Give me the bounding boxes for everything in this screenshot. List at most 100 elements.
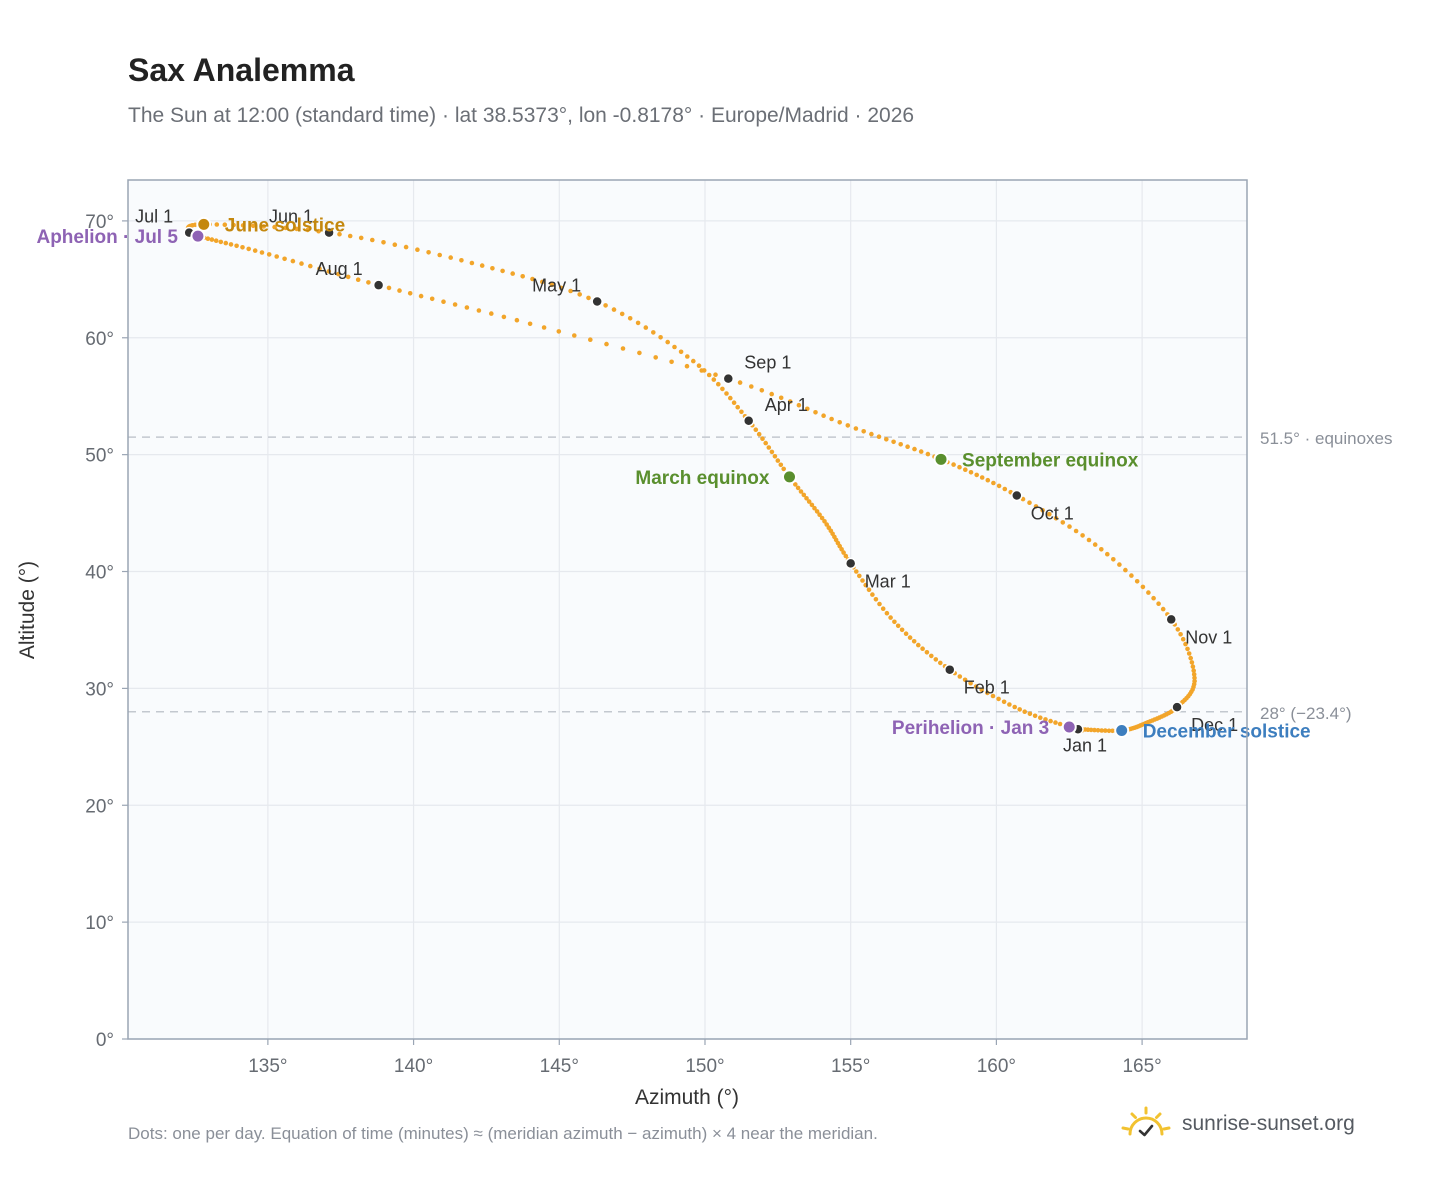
special-point-label: December solstice xyxy=(1143,721,1311,742)
day-dot xyxy=(337,231,342,237)
month-dot xyxy=(722,372,735,385)
x-tick-label: 135° xyxy=(248,1056,287,1077)
day-dot xyxy=(1188,655,1193,661)
day-dot xyxy=(1186,651,1192,656)
day-dot xyxy=(724,391,729,396)
day-dot xyxy=(452,302,458,307)
day-dot xyxy=(685,354,690,359)
day-dot xyxy=(857,573,862,579)
day-dot xyxy=(1191,668,1196,673)
day-dot xyxy=(853,426,859,431)
month-label: Jul 1 xyxy=(135,207,173,227)
day-dot xyxy=(1001,699,1007,705)
day-dot xyxy=(991,480,996,486)
day-dot xyxy=(514,317,520,323)
day-dot xyxy=(756,431,762,437)
brand-logo[interactable]: sunrise-sunset.org xyxy=(1120,1104,1355,1144)
day-dot xyxy=(1048,718,1053,724)
day-dot xyxy=(397,288,402,293)
x-tick-label: 150° xyxy=(685,1056,724,1077)
day-dot xyxy=(572,333,577,338)
day-dot xyxy=(821,413,826,419)
day-dot xyxy=(968,470,974,475)
day-dot xyxy=(209,237,215,242)
day-dot xyxy=(1033,504,1039,509)
day-dot xyxy=(769,449,775,455)
day-dot xyxy=(968,680,973,686)
special-point-label: Perihelion · Jan 3 xyxy=(892,718,1049,739)
day-dot xyxy=(837,420,842,425)
day-dot xyxy=(619,311,625,317)
day-dot xyxy=(804,496,809,501)
day-dot xyxy=(223,240,229,246)
day-dot xyxy=(753,427,759,433)
day-dot xyxy=(459,258,464,263)
month-dot xyxy=(742,415,755,427)
reference-line-label: 28° (−23.4°) xyxy=(1260,704,1352,723)
day-dot xyxy=(1156,601,1161,606)
day-dot xyxy=(1117,562,1122,567)
day-dot xyxy=(540,279,545,285)
day-dot xyxy=(1183,641,1188,647)
day-dot xyxy=(1103,728,1108,733)
day-dot xyxy=(866,587,872,593)
day-dot xyxy=(735,404,740,410)
day-dot xyxy=(841,550,846,555)
day-dot xyxy=(541,325,547,330)
day-dot xyxy=(1053,516,1059,521)
day-dot xyxy=(822,519,827,524)
day-dot xyxy=(426,250,431,255)
day-dot xyxy=(1017,707,1022,712)
day-dot xyxy=(805,406,810,412)
day-dot xyxy=(246,246,251,252)
day-dot xyxy=(870,592,875,597)
month-dot xyxy=(844,557,857,570)
day-dot xyxy=(218,239,224,245)
x-tick-label: 140° xyxy=(394,1056,433,1077)
day-dot xyxy=(876,434,882,440)
day-dot xyxy=(1038,715,1043,720)
x-axis-label: Azimuth (°) xyxy=(635,1086,739,1109)
day-dot xyxy=(305,227,311,233)
sun-check-icon xyxy=(1121,1106,1171,1137)
month-label: Jan 1 xyxy=(1063,735,1107,755)
day-dot xyxy=(898,442,903,447)
day-dot xyxy=(672,344,677,350)
day-dot xyxy=(290,258,296,264)
day-dot xyxy=(716,381,721,387)
chart-title: Sax Analemma xyxy=(128,52,355,88)
day-dot xyxy=(933,657,939,662)
y-tick-label: 30° xyxy=(85,679,114,700)
month-label: Apr 1 xyxy=(765,395,808,415)
day-dot xyxy=(556,329,562,334)
day-dot xyxy=(500,268,505,274)
day-dot xyxy=(1189,660,1195,665)
day-dot xyxy=(1191,672,1197,677)
day-dot xyxy=(1180,636,1186,642)
day-dot xyxy=(1086,537,1092,543)
month-label: Aug 1 xyxy=(316,259,363,279)
day-dot xyxy=(925,451,931,457)
day-dot xyxy=(637,350,642,356)
day-dot xyxy=(1105,551,1110,557)
day-dot xyxy=(214,222,220,227)
day-dot xyxy=(464,305,470,310)
day-dot xyxy=(347,233,353,239)
day-dot xyxy=(916,642,921,648)
day-dot xyxy=(912,446,917,452)
day-dot xyxy=(772,454,778,459)
day-dot xyxy=(869,431,874,437)
y-tick-label: 10° xyxy=(85,913,114,934)
day-dot xyxy=(530,276,535,282)
month-label: Nov 1 xyxy=(1185,627,1232,647)
special-point xyxy=(1114,722,1130,738)
day-dot xyxy=(1099,728,1104,733)
day-dot xyxy=(259,250,265,255)
day-dot xyxy=(775,458,781,463)
month-dot xyxy=(944,663,956,676)
day-dot xyxy=(355,277,361,283)
day-dot xyxy=(559,285,564,291)
day-dot xyxy=(1092,727,1097,733)
day-dot xyxy=(651,330,656,335)
day-dot xyxy=(1146,590,1151,595)
